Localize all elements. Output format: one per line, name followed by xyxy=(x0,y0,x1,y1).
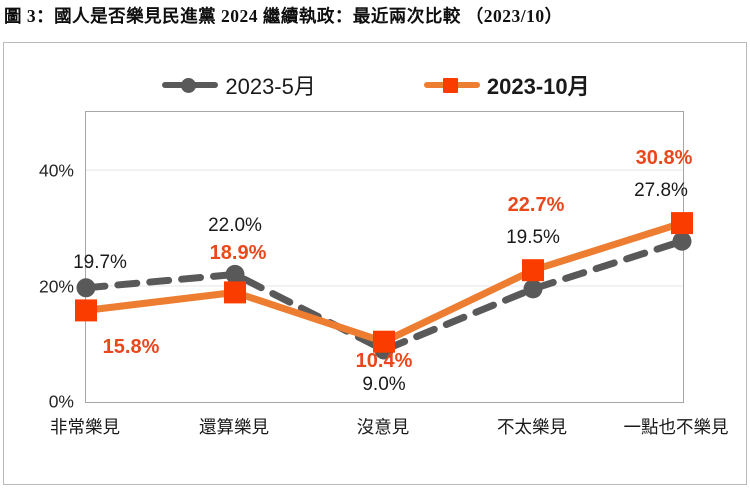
datalabel-2023-10-1: 18.9% xyxy=(209,242,267,264)
datalabel-2023-10-2: 10.4% xyxy=(355,350,413,372)
datalabel-2023-5-3: 19.5% xyxy=(506,227,560,248)
datapoint-2023-5-1 xyxy=(225,264,245,284)
ytick-label-20: 20% xyxy=(38,276,74,297)
ytick-label-0: 0% xyxy=(48,391,74,412)
datalabel-2023-5-1: 22.0% xyxy=(208,215,262,236)
legend-marker-orange-square-icon xyxy=(423,74,480,96)
datapoint-2023-10-1 xyxy=(224,281,246,304)
datapoint-2023-5-4 xyxy=(672,231,692,251)
datalabel-2023-10-4: 30.8% xyxy=(635,147,693,169)
legend-label-2023-5: 2023-5月 xyxy=(225,74,316,99)
datalabel-2023-10-3: 22.7% xyxy=(507,194,565,216)
series-line-2023-10 xyxy=(82,219,686,346)
xtick-label-1: 還算樂見 xyxy=(199,417,269,437)
datapoint-2023-5-3 xyxy=(523,279,543,299)
chart-container: 2023-5月 2023-10月 40% 20% 0% xyxy=(3,42,747,485)
legend-label-2023-10: 2023-10月 xyxy=(486,74,590,99)
xtick-label-4: 一點也不樂見 xyxy=(623,417,729,437)
xtick-label-2: 沒意見 xyxy=(356,417,410,437)
plot-svg xyxy=(75,169,693,360)
legend-item-2023-5[interactable]: 2023-5月 xyxy=(162,69,316,101)
datapoint-2023-10-0 xyxy=(75,299,97,322)
ytick-label-40: 40% xyxy=(38,160,74,181)
datalabel-2023-5-0: 19.7% xyxy=(73,252,127,273)
datalabel-2023-5-2: 9.0% xyxy=(362,374,406,395)
chart-legend: 2023-5月 2023-10月 xyxy=(4,65,748,105)
xtick-label-3: 不太樂見 xyxy=(497,417,567,437)
datapoint-2023-10-3 xyxy=(522,259,544,282)
datalabel-2023-5-4: 27.8% xyxy=(634,180,688,201)
legend-marker-gray-circle-icon xyxy=(162,74,219,96)
legend-item-2023-10[interactable]: 2023-10月 xyxy=(423,69,590,101)
figure-title: 圖 3：國人是否樂見民進黨 2024 繼續執政：最近兩次比較 （2023/10） xyxy=(4,6,563,26)
xtick-label-0: 非常樂見 xyxy=(50,417,120,437)
datalabel-2023-10-0: 15.8% xyxy=(102,336,160,358)
datapoint-2023-10-4 xyxy=(671,212,693,235)
plot-area: 19.7% 22.0% 9.0% 19.5% 27.8% 15.8% 18.9%… xyxy=(73,111,693,403)
datapoint-2023-5-0 xyxy=(76,278,96,298)
datapoint-2023-10-2 xyxy=(373,330,395,353)
